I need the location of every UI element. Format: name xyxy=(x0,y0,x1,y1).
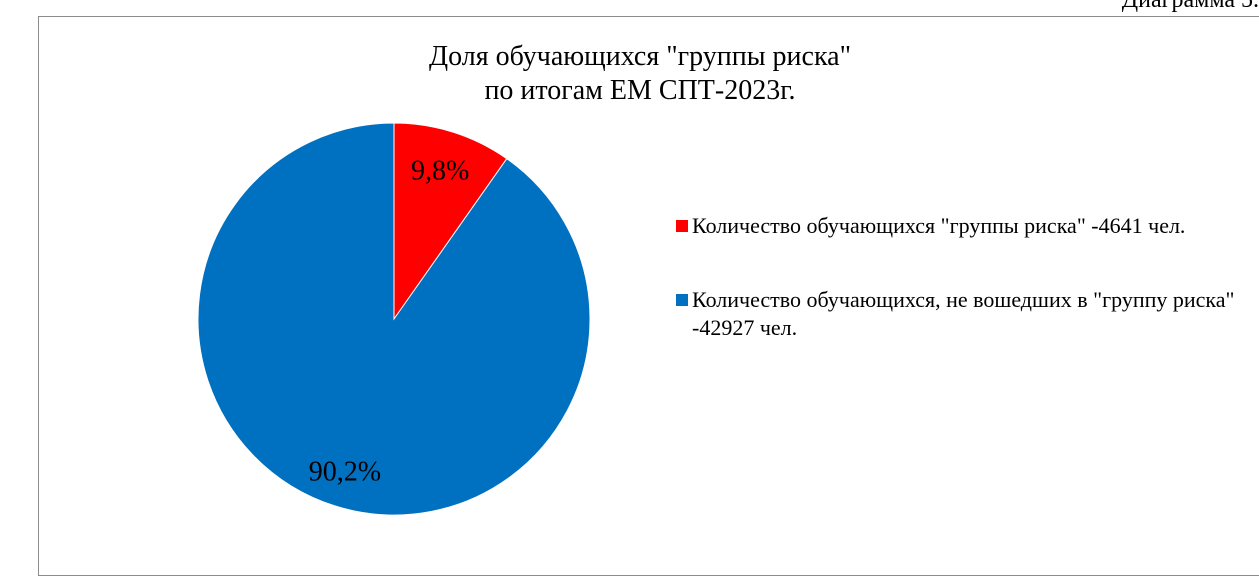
chart-title-line-1: Доля обучающихся "группы риска" xyxy=(428,41,851,72)
chart-legend: Количество обучающихся "группы риска" -4… xyxy=(650,212,1250,342)
chart-title-line-2: по итогам ЕМ СПТ-2023г. xyxy=(484,75,796,106)
chart-title: Доля обучающихся "группы риска" по итога… xyxy=(250,40,1030,108)
legend-swatch-risk-group xyxy=(676,220,688,232)
legend-label-not-risk-group: Количество обучающихся, не вошедших в "г… xyxy=(692,287,1235,340)
pie-slice-not-risk-group xyxy=(197,122,591,516)
legend-label-risk-group: Количество обучающихся "группы риска" -4… xyxy=(692,213,1186,238)
legend-item-risk-group: Количество обучающихся "группы риска" -4… xyxy=(650,212,1250,240)
diagram-caption: Диаграмма 5. xyxy=(1121,0,1259,13)
pie-label-not-risk-group: 90,2% xyxy=(309,457,381,488)
pie-chart: 9,8% 90,2% xyxy=(197,122,591,516)
pie-slice-risk-group xyxy=(393,122,508,321)
legend-item-not-risk-group: Количество обучающихся, не вошедших в "г… xyxy=(650,286,1250,342)
legend-swatch-not-risk-group xyxy=(676,294,688,306)
pie-label-risk-group: 9,8% xyxy=(411,156,469,187)
